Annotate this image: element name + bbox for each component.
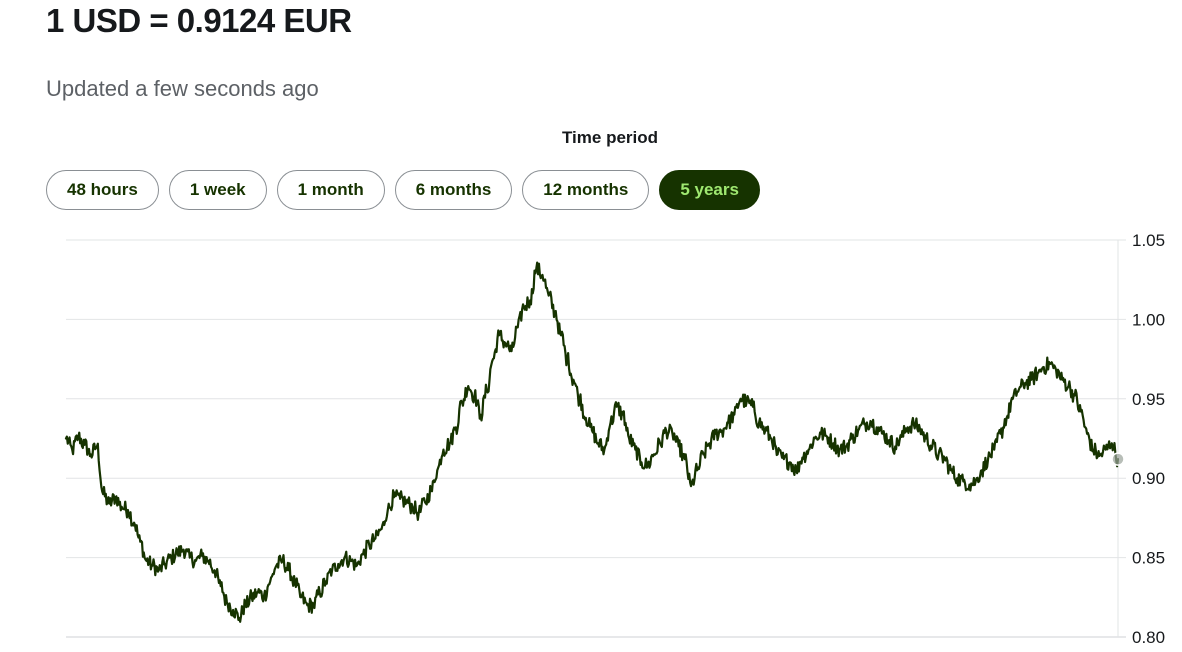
tab-6-months[interactable]: 6 months: [394, 170, 513, 210]
y-axis-tick-labels: 1.05 1.00 0.95 0.90 0.85 0.80: [1132, 231, 1165, 647]
time-period-tabs: 48 hours 1 week 1 month 6 months 12 months 5 …: [46, 170, 760, 210]
y-tick-label: 0.80: [1132, 628, 1165, 647]
y-tick-label: 1.00: [1132, 310, 1165, 329]
rate-title: 1 USD = 0.9124 EUR: [46, 2, 352, 39]
tab-1-month[interactable]: 1 month: [276, 170, 385, 210]
y-tick-label: 0.85: [1132, 549, 1165, 568]
tab-1-week[interactable]: 1 week: [168, 170, 267, 210]
time-period-label: Time period: [561, 128, 659, 147]
tab-5-years[interactable]: 5 years: [659, 170, 760, 210]
y-tick-label: 0.95: [1132, 390, 1165, 409]
updated-timestamp: Updated a few seconds ago: [46, 76, 319, 101]
y-tick-label: 1.05: [1132, 231, 1165, 250]
current-rate-marker[interactable]: [1111, 452, 1125, 466]
y-tick-label: 0.90: [1132, 469, 1165, 488]
tab-48-hours[interactable]: 48 hours: [46, 170, 159, 210]
tab-12-months[interactable]: 12 months: [522, 170, 650, 210]
chart-grid: [66, 239, 1126, 638]
exchange-rate-series-line: [64, 261, 1120, 623]
